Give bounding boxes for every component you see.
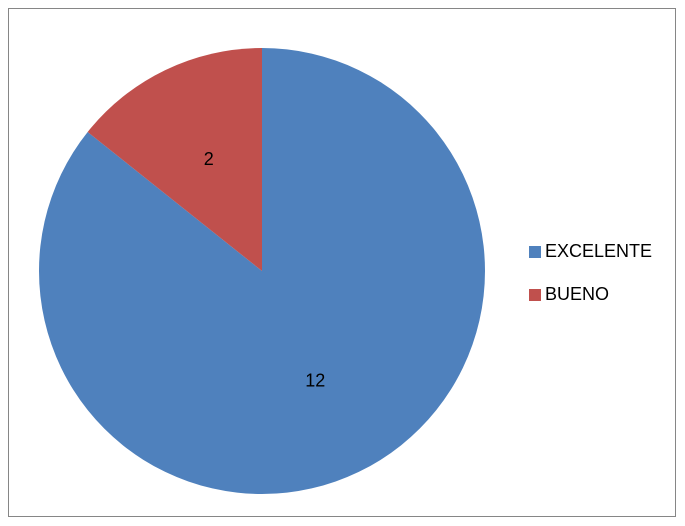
- pie-chart: 12 2: [38, 48, 486, 495]
- legend-item-bueno: BUENO: [529, 280, 652, 309]
- chart-area: 12 2 EXCELENTE BUENO: [8, 8, 676, 517]
- legend-item-excelente: EXCELENTE: [529, 237, 652, 266]
- legend: EXCELENTE BUENO: [529, 237, 652, 309]
- data-label-excelente: 12: [305, 370, 325, 390]
- legend-swatch-bueno: [529, 288, 541, 301]
- legend-swatch-excelente: [529, 245, 541, 258]
- legend-label-excelente: EXCELENTE: [545, 241, 653, 261]
- data-label-bueno: 2: [204, 149, 214, 169]
- pie-slice-excelente: [38, 48, 486, 495]
- legend-label-bueno: BUENO: [545, 284, 610, 304]
- pie-slice-bueno: [87, 48, 262, 271]
